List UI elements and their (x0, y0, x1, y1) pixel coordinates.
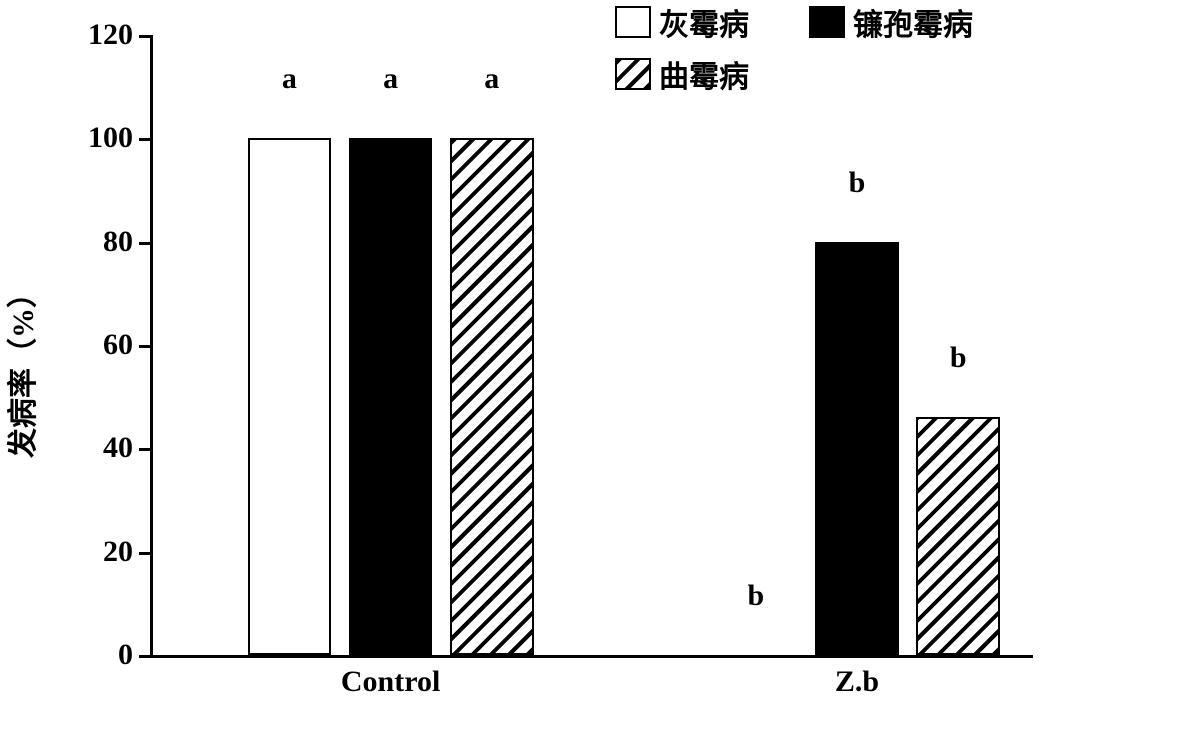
chart-container: 发病率（%） 灰霉病 镰孢霉病 曲霉病 0 20 40 60 80 100 1 (0, 0, 1185, 736)
ytick-label: 100 (88, 121, 133, 155)
bar-control-gray-mold (248, 138, 332, 655)
ytick (139, 655, 153, 658)
bar-zb-fusarium (815, 242, 899, 655)
bar-zb-aspergillus (916, 417, 1000, 655)
sig-letter: a (383, 62, 398, 100)
sig-letter: a (484, 62, 499, 100)
legend-swatch-gray-mold (615, 6, 651, 38)
ytick-label: 120 (88, 18, 133, 52)
ytick-label: 80 (103, 225, 133, 259)
bar-control-aspergillus (450, 138, 534, 655)
ytick-label: 60 (103, 328, 133, 362)
ytick-label: 0 (118, 638, 133, 672)
ytick-label: 40 (103, 431, 133, 465)
x-category-label: Control (341, 665, 440, 699)
y-axis-label: 发病率（%） (0, 278, 42, 458)
ytick (139, 35, 153, 38)
ytick-label: 20 (103, 535, 133, 569)
plot-area: 0 20 40 60 80 100 120 a a a Control b b (150, 35, 1033, 658)
sig-letter: b (849, 166, 866, 204)
ytick (139, 552, 153, 555)
legend-swatch-fusarium (809, 6, 845, 38)
ytick (139, 345, 153, 348)
x-category-label: Z.b (835, 665, 879, 699)
ytick (139, 138, 153, 141)
bar-control-fusarium (349, 138, 433, 655)
sig-letter: b (747, 579, 764, 617)
sig-letter: b (950, 341, 967, 379)
ytick (139, 448, 153, 451)
ytick (139, 242, 153, 245)
sig-letter: a (282, 62, 297, 100)
